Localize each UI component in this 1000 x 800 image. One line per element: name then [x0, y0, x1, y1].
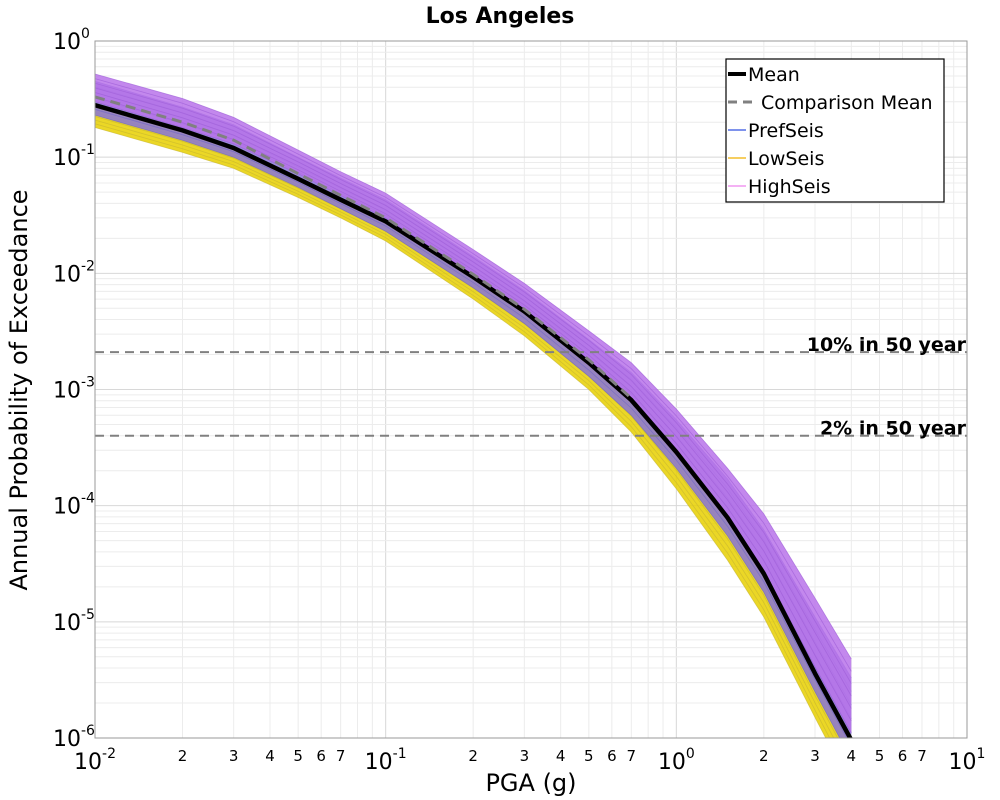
chart-title: Los Angeles — [426, 4, 575, 29]
x-minor-tick-label: 2 — [468, 747, 478, 765]
y-axis-label: Annual Probability of Exceedance — [5, 189, 33, 590]
x-minor-tick-label: 5 — [875, 747, 885, 765]
y-axis-ticks: 100 10-1 10-2 10-3 10-4 10-5 10-6 — [53, 26, 95, 752]
x-minor-tick-label: 7 — [917, 747, 927, 765]
x-minor-tick-label: 6 — [316, 747, 326, 765]
x-minor-tick-label: 2 — [178, 747, 188, 765]
curve-highseis — [95, 73, 852, 660]
x-minor-tick-label: 3 — [520, 747, 530, 765]
plot-frame — [94, 40, 968, 739]
x-minor-tick-label: 3 — [810, 747, 820, 765]
y-tick-label: 10-1 — [53, 142, 95, 171]
curve-highseis — [95, 82, 852, 684]
x-minor-tick-label: 5 — [584, 747, 594, 765]
curve-lowseis — [95, 127, 827, 738]
curve-lowseis — [95, 119, 835, 738]
series-comparison-mean — [95, 95, 633, 400]
x-minor-tick-label: 5 — [293, 747, 303, 765]
y-tick-label: 10-4 — [53, 491, 95, 520]
x-tick-label: 100 — [658, 746, 695, 775]
curve-bands — [95, 73, 852, 738]
mean-lines — [95, 95, 853, 738]
reference-line-label: 10% in 50 year — [807, 334, 967, 356]
x-minor-tick-label: 6 — [898, 747, 908, 765]
x-axis-label: PGA (g) — [485, 769, 576, 797]
x-minor-tick-label: 7 — [627, 747, 637, 765]
legend-label-comparison-mean: Comparison Mean — [761, 92, 933, 114]
y-tick-label: 10-2 — [53, 258, 95, 287]
legend: Mean Comparison Mean PrefSeis LowSeis Hi… — [725, 58, 945, 203]
x-tick-label: 10-1 — [365, 746, 407, 775]
x-minor-tick-label: 6 — [607, 747, 617, 765]
curve-prefseis — [95, 109, 848, 738]
curve-highseis — [95, 78, 852, 672]
x-minor-tick-label: 4 — [265, 747, 275, 765]
y-tick-label: 10-5 — [53, 607, 95, 636]
reference-line-label: 2% in 50 year — [820, 418, 967, 440]
reference-lines: 10% in 50 year 2% in 50 year — [95, 334, 967, 440]
legend-label-lowseis: LowSeis — [748, 148, 824, 170]
x-tick-label: 101 — [949, 746, 986, 775]
curve-highseis — [95, 96, 852, 721]
legend-box — [725, 58, 945, 203]
x-minor-tick-label: 2 — [759, 747, 769, 765]
x-minor-tick-label: 4 — [847, 747, 857, 765]
legend-label-prefseis: PrefSeis — [748, 120, 824, 142]
y-tick-label: 10-6 — [53, 723, 95, 752]
series-mean — [95, 103, 853, 738]
x-minor-tick-label: 4 — [556, 747, 566, 765]
curve-highseis — [95, 92, 852, 709]
x-tick-label: 10-2 — [74, 746, 116, 775]
legend-label-mean: Mean — [748, 64, 800, 86]
y-tick-label: 10-3 — [53, 375, 95, 404]
x-minor-tick-label: 7 — [336, 747, 346, 765]
curve-highseis — [95, 87, 852, 697]
curve-prefseis — [95, 114, 841, 738]
x-minor-tick-label: 3 — [229, 747, 239, 765]
curve-lowseis — [95, 123, 831, 738]
legend-label-highseis: HighSeis — [748, 176, 831, 198]
y-tick-label: 100 — [53, 26, 90, 55]
